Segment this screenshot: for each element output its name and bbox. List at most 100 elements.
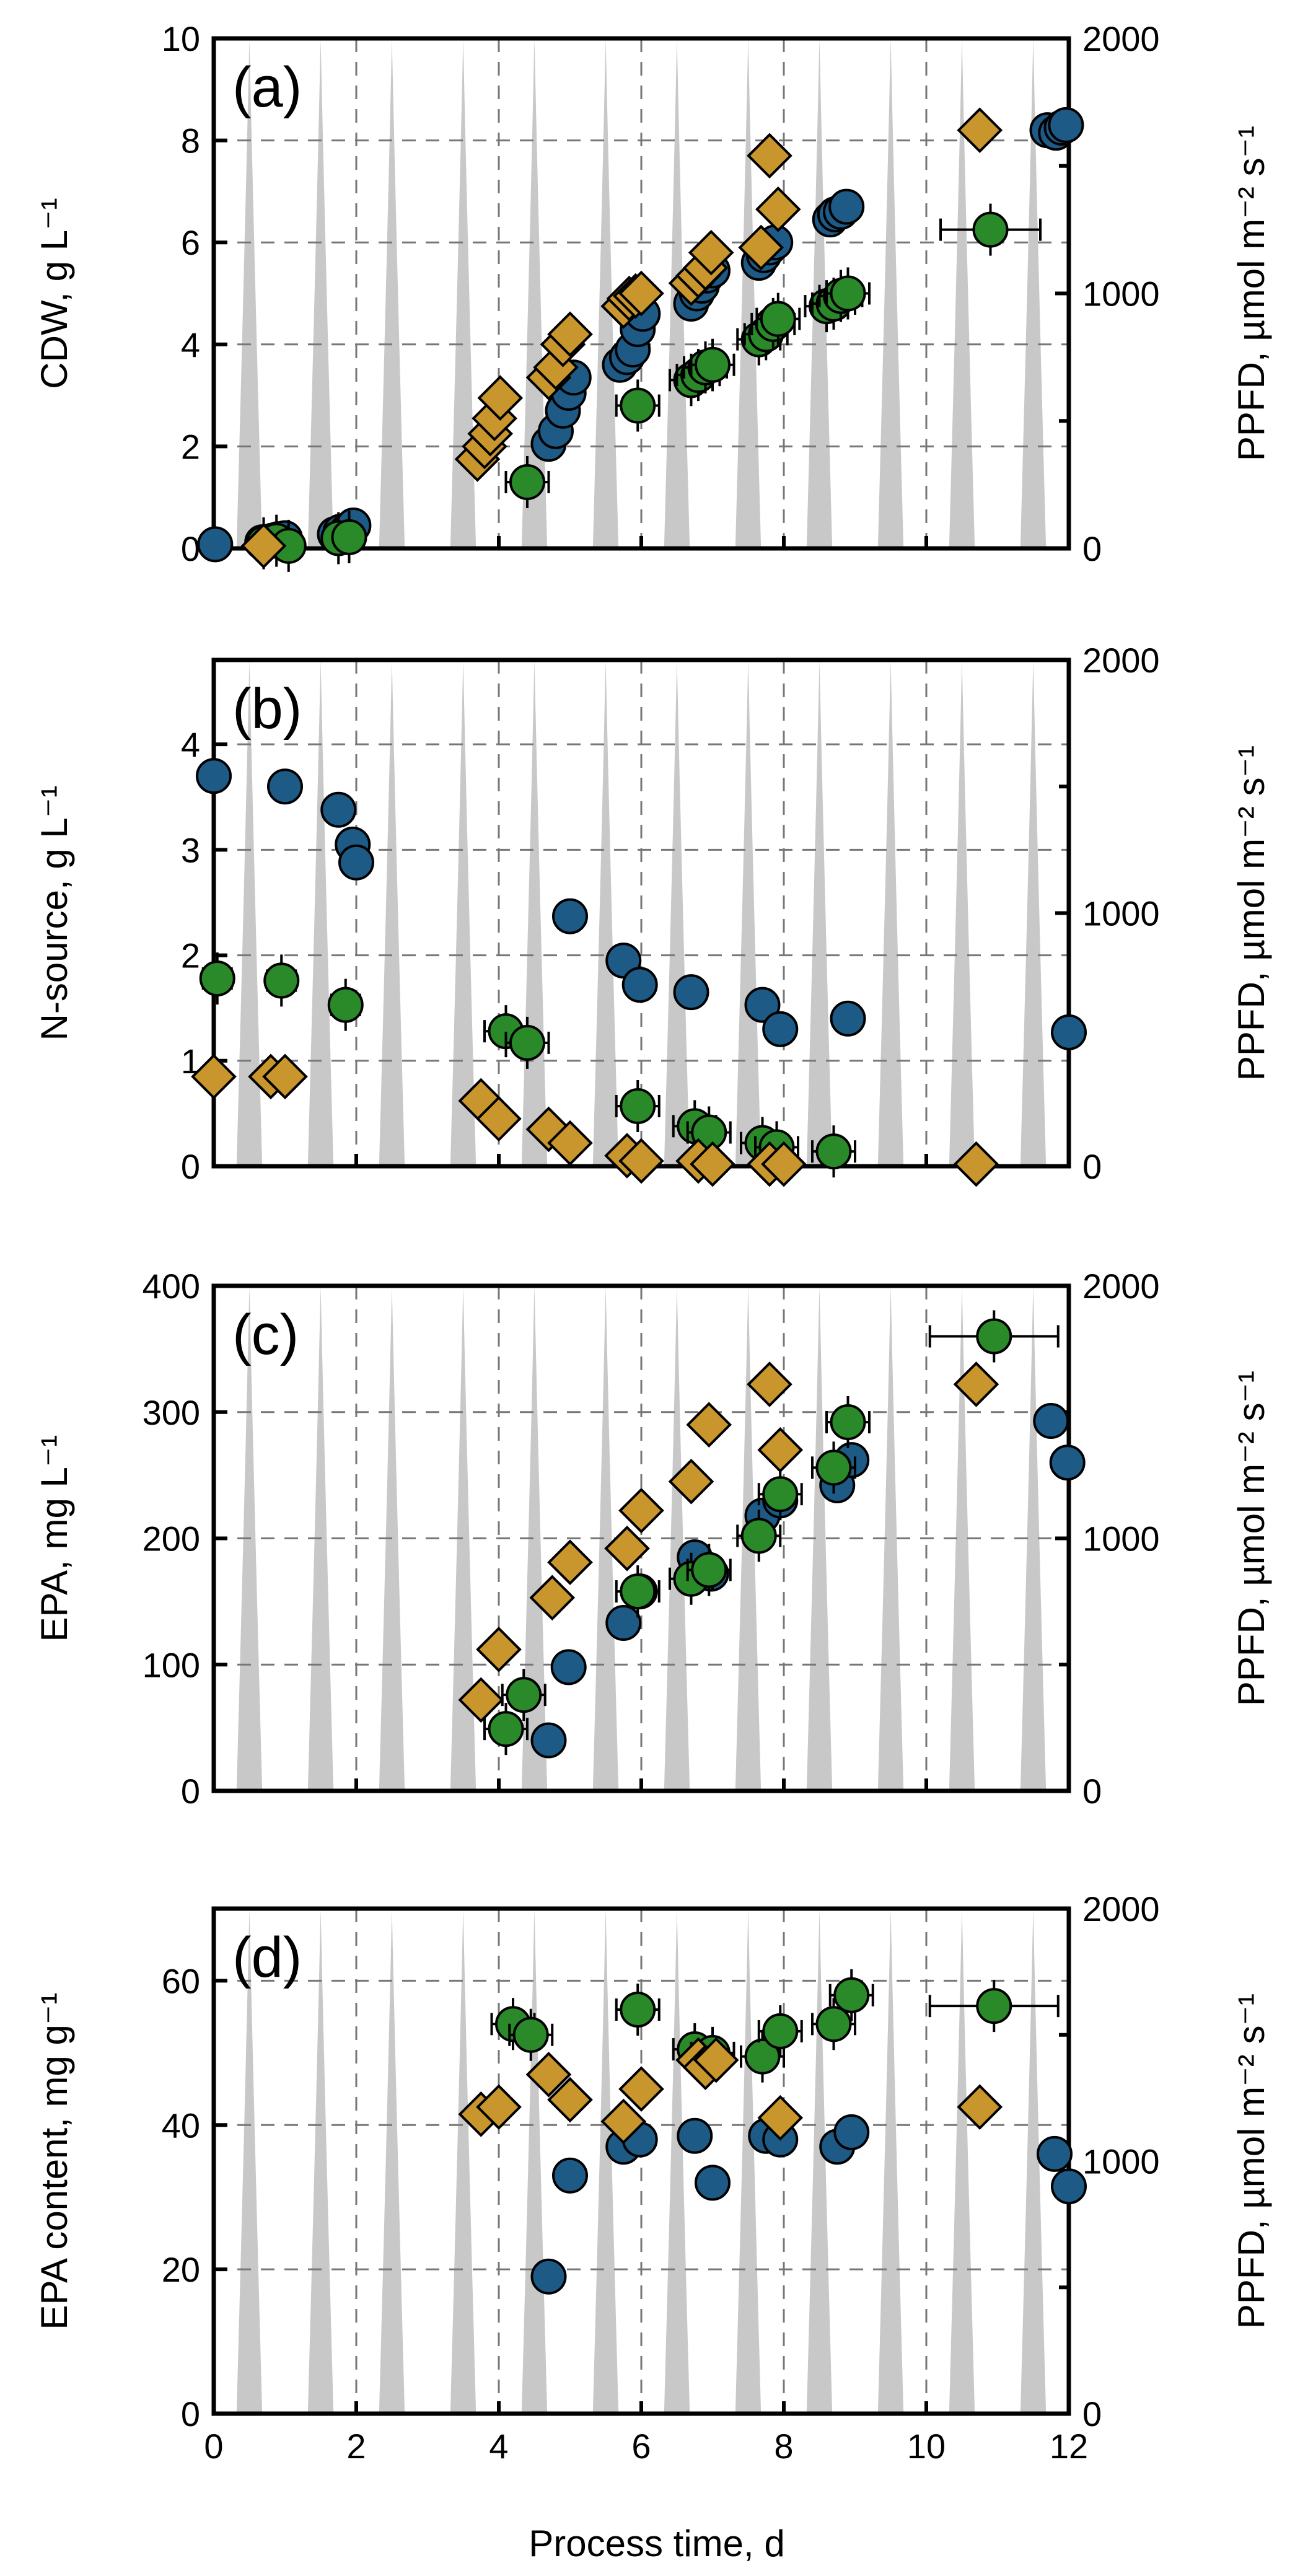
light-peak: [1020, 38, 1047, 548]
data-point: [738, 224, 784, 271]
light-peak: [877, 38, 904, 548]
data-point: [458, 1677, 504, 1723]
data-point: [815, 1449, 852, 1486]
data-point: [552, 2157, 588, 2194]
x-tick-label: 0: [204, 2427, 223, 2466]
data-point: [691, 1552, 727, 1588]
light-peak: [236, 38, 263, 548]
y-axis-title: EPA content, mg g⁻¹: [33, 1992, 75, 2329]
data-point: [530, 1722, 567, 1759]
data-point: [957, 107, 1003, 153]
series-diamond-2: [240, 107, 1003, 569]
data-point: [476, 2084, 522, 2130]
y2-tick-label: 0: [1082, 529, 1102, 568]
data-point: [262, 1053, 308, 1100]
y2-tick-label: 1000: [1082, 2142, 1160, 2181]
data-point: [740, 1518, 777, 1554]
light-peak: [735, 1909, 762, 2414]
data-point: [762, 1476, 799, 1513]
panel-label: (b): [232, 677, 302, 741]
light-peak: [379, 1909, 405, 2414]
data-point: [757, 1427, 804, 1473]
data-point: [833, 1977, 870, 2013]
data-point: [488, 1711, 524, 1747]
data-point: [525, 2051, 572, 2098]
panel-d: 0 20 40 60 0 1000 2000 0 2 4 6 8 10 12 EPA content, mg…: [33, 1889, 1272, 2466]
data-point: [690, 1141, 735, 1187]
y2-tick-label: 0: [1082, 2394, 1102, 2433]
y-tick-label: 0: [181, 2394, 200, 2433]
y-tick-label: 100: [143, 1645, 200, 1684]
data-point: [552, 898, 588, 934]
light-peak: [450, 1909, 476, 2414]
x-tick-label: 8: [774, 2427, 793, 2466]
data-point: [972, 211, 1009, 248]
data-point: [267, 768, 303, 805]
data-point: [830, 1404, 866, 1441]
data-point: [547, 2077, 593, 2123]
light-peak: [735, 38, 762, 548]
y-tick-label: 20: [162, 2250, 200, 2289]
data-point: [621, 967, 658, 1003]
data-point: [688, 229, 734, 276]
series-circle-0: [530, 2114, 1087, 2295]
light-peak: [521, 660, 548, 1166]
data-point: [506, 1677, 542, 1713]
data-point: [953, 1141, 999, 1187]
data-point: [620, 1573, 656, 1610]
light-peak: [307, 660, 334, 1166]
data-point: [477, 375, 524, 421]
y-tick-label: 0: [181, 1147, 200, 1186]
x-tick-label: 4: [489, 2427, 508, 2466]
data-point: [747, 1361, 792, 1407]
series-circle-0: [196, 758, 1087, 1050]
y2-tick-label: 1000: [1082, 275, 1160, 314]
series-circle-1: [490, 1969, 1060, 2083]
light-peak: [806, 660, 833, 1166]
y-tick-label: 4: [181, 725, 200, 764]
light-peak: [236, 1909, 263, 2414]
data-point: [673, 974, 709, 1011]
y-tick-label: 6: [181, 223, 200, 262]
y2-tick-label: 2000: [1082, 1889, 1160, 1928]
light-peak: [236, 660, 263, 1166]
panel-label: (d): [232, 1926, 302, 1989]
y-tick-label: 40: [162, 2106, 200, 2145]
light-peak: [735, 660, 762, 1166]
light-peak: [307, 1909, 334, 2414]
y-tick-label: 300: [143, 1393, 200, 1432]
data-point: [1051, 2168, 1087, 2205]
data-point: [747, 133, 792, 179]
light-peak: [592, 1909, 619, 2414]
data-point: [953, 1361, 999, 1407]
data-point: [755, 186, 801, 232]
data-point: [197, 526, 234, 563]
light-peak: [806, 1909, 833, 2414]
data-point: [547, 311, 593, 358]
light-peak: [379, 38, 405, 548]
y2-tick-label: 2000: [1082, 1267, 1160, 1306]
data-point: [830, 275, 866, 312]
data-point: [762, 1011, 799, 1047]
light-peak: [877, 1909, 904, 2414]
data-point: [547, 1120, 593, 1166]
data-point: [600, 2098, 647, 2145]
data-point: [620, 1992, 656, 2028]
data-point: [620, 1088, 656, 1124]
y-tick-label: 8: [181, 121, 200, 160]
data-point: [976, 1318, 1012, 1355]
data-point: [618, 1487, 664, 1534]
y2-tick-label: 1000: [1082, 1519, 1160, 1558]
y-tick-label: 3: [181, 830, 200, 869]
y-axis-title: EPA, mg L⁻¹: [33, 1435, 75, 1642]
y-axis-title: CDW, g L⁻¹: [33, 198, 75, 389]
data-point: [476, 1096, 522, 1142]
data-point: [476, 1626, 522, 1673]
y2-axis-title: PPFD, µmol m⁻² s⁻¹: [1231, 1994, 1272, 2329]
data-point: [677, 2117, 713, 2154]
data-point: [618, 1138, 664, 1184]
light-peak: [521, 38, 548, 548]
y-tick-label: 4: [181, 325, 200, 364]
